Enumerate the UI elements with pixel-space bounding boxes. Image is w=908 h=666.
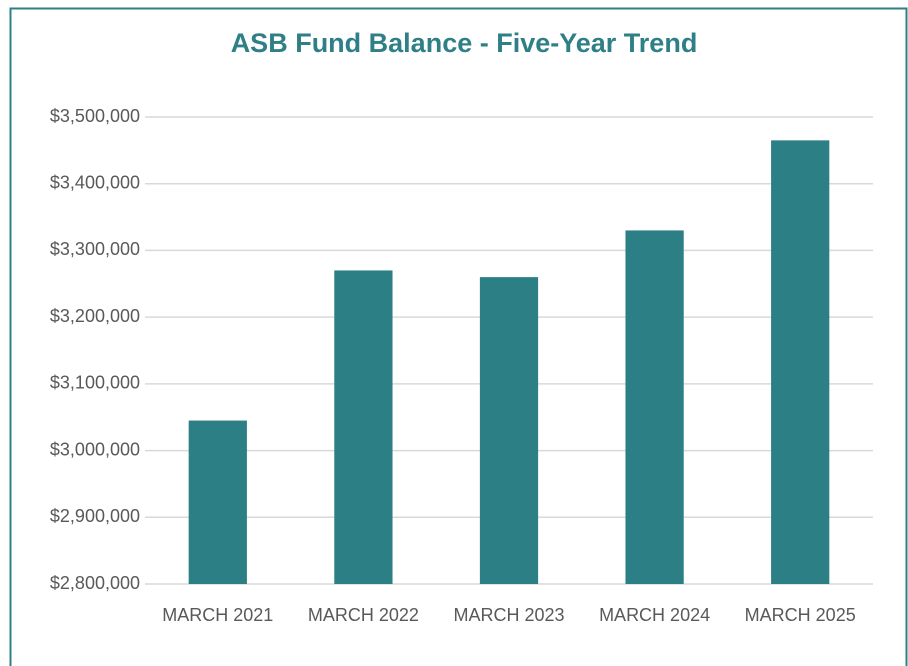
chart-border: [9, 7, 908, 666]
y-tick-label: $2,900,000: [50, 506, 140, 526]
x-tick-label: MARCH 2025: [745, 605, 856, 625]
bar: [771, 140, 830, 584]
bar: [625, 230, 684, 584]
x-tick-label: MARCH 2022: [308, 605, 419, 625]
x-tick-label: MARCH 2021: [162, 605, 273, 625]
bar: [334, 270, 393, 584]
y-tick-label: $3,500,000: [50, 106, 140, 126]
chart-title: ASB Fund Balance - Five-Year Trend: [231, 28, 698, 58]
bar: [479, 277, 539, 584]
x-tick-label: MARCH 2023: [453, 605, 564, 625]
bar: [188, 420, 247, 584]
x-tick-label: MARCH 2024: [599, 605, 710, 625]
y-tick-label: $3,100,000: [50, 373, 140, 393]
y-tick-label: $2,800,000: [50, 573, 140, 593]
y-tick-label: $3,200,000: [50, 306, 140, 326]
y-tick-label: $3,000,000: [50, 439, 140, 459]
y-tick-label: $3,300,000: [50, 239, 140, 259]
y-tick-label: $3,400,000: [50, 172, 140, 192]
